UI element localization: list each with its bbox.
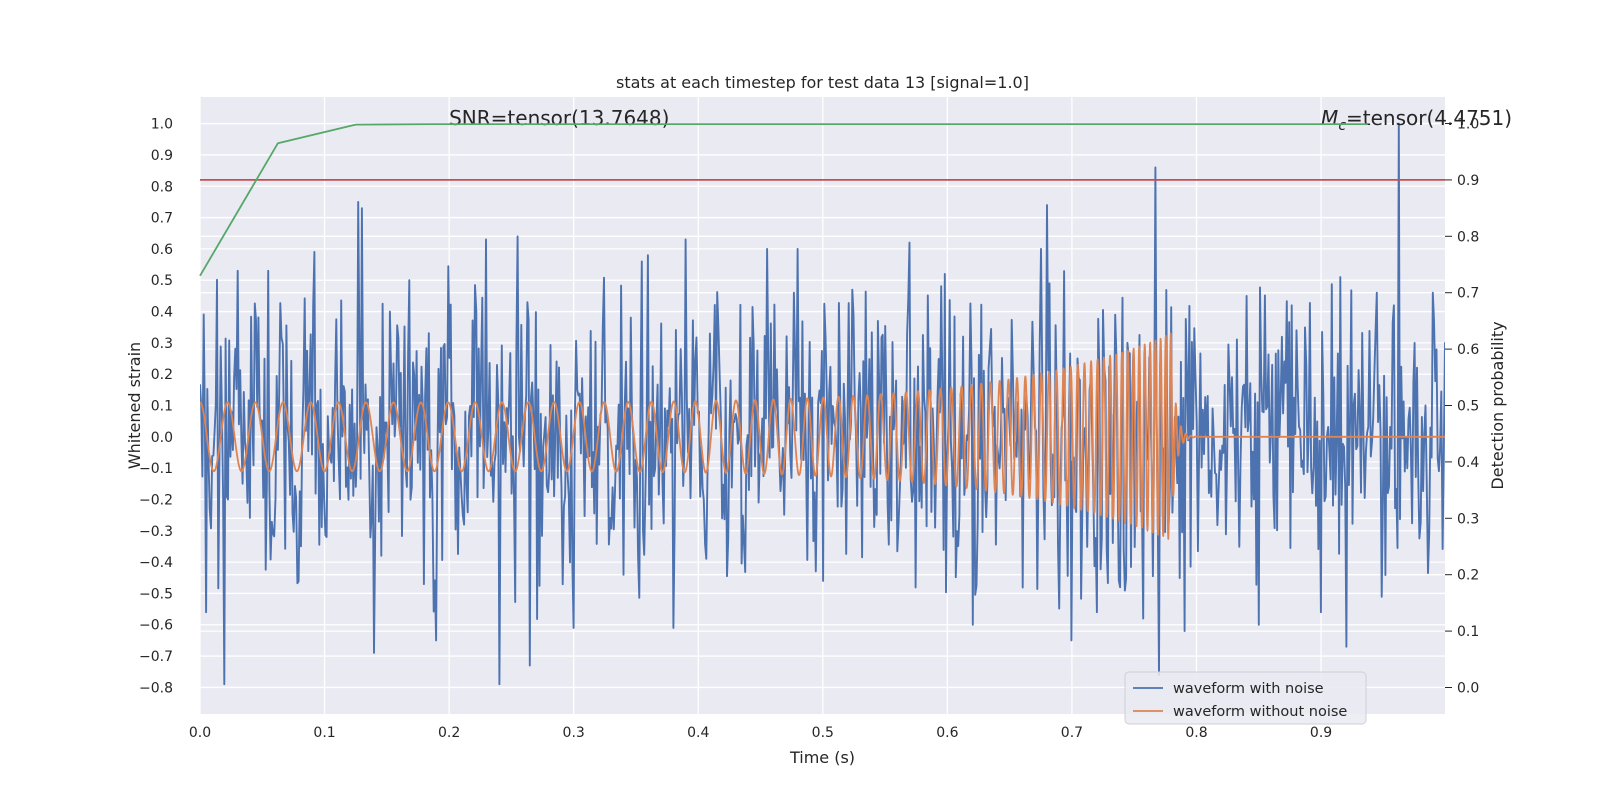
y-tick-label-left: −0.1 [139,461,173,477]
y-tick-label-right: 1.0 [1457,117,1479,133]
legend-entry: waveform with noise [1173,681,1324,697]
legend-box [1124,671,1367,725]
y-tick-label-right: 0.3 [1457,511,1479,527]
y-tick-label-left: −0.5 [139,586,173,602]
y-tick-label-right: 0.8 [1457,229,1479,245]
y-tick-label-left: 0.9 [151,148,173,164]
x-tick-label: 0.8 [1185,725,1207,741]
y-tick-label-left: 0.1 [151,399,173,415]
y-tick-label-right: 0.1 [1457,624,1479,640]
x-tick-label: 0.7 [1061,725,1083,741]
y-tick-label-left: 0.2 [151,367,173,383]
x-tick-label: 0.6 [936,725,958,741]
y-tick-label-left: −0.4 [139,555,173,571]
y-axis-label-right: Detection probability [1488,321,1507,489]
y-tick-label-left: −0.8 [139,680,173,696]
chirp-mass-symbol: M [1321,106,1338,130]
x-tick-label: 0.0 [189,725,211,741]
x-tick-label: 0.5 [812,725,834,741]
y-tick-label-right: 0.5 [1457,399,1479,415]
y-tick-label-right: 0.2 [1457,568,1479,584]
y-tick-label-left: 0.5 [151,273,173,289]
y-axis-label-left: Whitened strain [125,342,144,469]
chart-title: stats at each timestep for test data 13 … [616,73,1029,92]
x-tick-label: 0.4 [687,725,709,741]
y-tick-label-right: 0.4 [1457,455,1479,471]
series-waveform-without-noise [200,332,1445,540]
x-tick-label: 0.3 [563,725,585,741]
chirp-mass-subscript: c [1338,118,1346,134]
y-tick-label-left: 0.0 [151,430,173,446]
y-tick-label-left: 0.7 [151,211,173,227]
legend-entry: waveform without noise [1173,704,1347,720]
chirp-mass-annotation: Mc=tensor(4.4751) [1321,106,1512,134]
x-tick-label: 0.1 [313,725,335,741]
y-tick-label-left: −0.3 [139,524,173,540]
y-tick-label-left: −0.7 [139,649,173,665]
y-tick-label-left: 0.4 [151,305,173,321]
x-tick-label: 0.2 [438,725,460,741]
y-tick-label-left: 0.3 [151,336,173,352]
y-tick-label-left: 0.8 [151,179,173,195]
y-tick-label-right: 0.6 [1457,342,1479,358]
y-tick-label-right: 0.9 [1457,173,1479,189]
tick-layer: 0.0 0.1 0.2 0.3 0.4 0.5 0.6 0.7 0.8 0.9 1.0 0.9 0.8 0… [139,117,1479,741]
series-detection-probability [199,123,1368,277]
chirp-mass-value: =tensor(4.4751) [1346,106,1512,130]
y-tick-label-right: 0.0 [1457,680,1479,696]
series-layer [200,122,1445,686]
series-waveform-with-noise [200,122,1445,686]
legend: waveform with noise waveform without nois… [1124,671,1367,725]
y-tick-label-left: −0.6 [139,618,173,634]
y-tick-label-left: 1.0 [151,117,173,133]
y-tick-label-left: 0.6 [151,242,173,258]
y-tick-label-left: −0.2 [139,492,173,508]
y-tick-label-right: 0.7 [1457,286,1479,302]
x-axis-label: Time (s) [789,748,855,767]
x-tick-label: 0.9 [1310,725,1332,741]
snr-annotation: SNR=tensor(13.7648) [449,106,669,130]
